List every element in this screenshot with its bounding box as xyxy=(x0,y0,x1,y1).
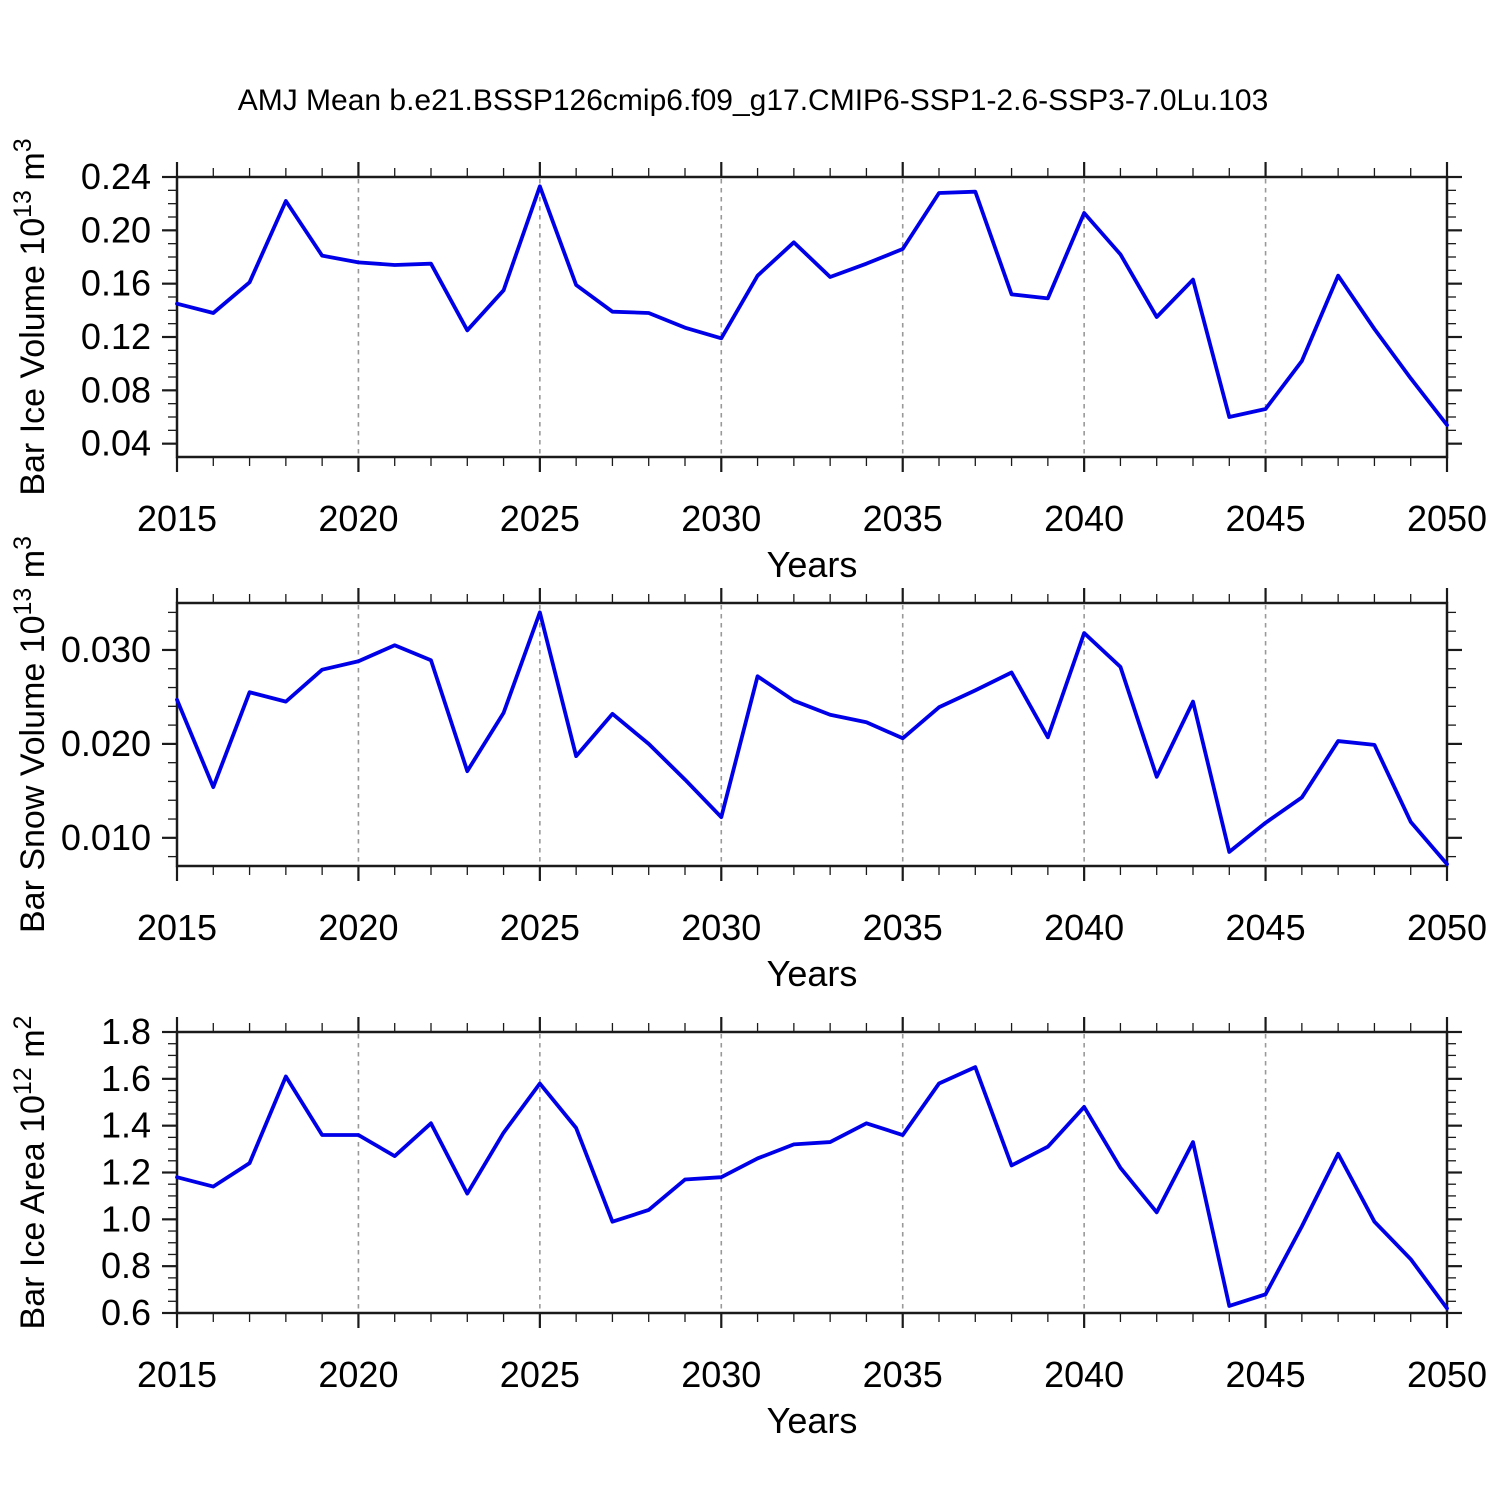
plot-border xyxy=(175,175,1449,459)
chart-bar-ice-area: 0.6 0.8 1.0 1.2 1.4 1.6 1.8 2015 2020 2025 2030 203… xyxy=(9,1011,1487,1395)
y-tick-label: 1.0 xyxy=(101,1198,151,1239)
x-tick-label: 2015 xyxy=(137,907,217,948)
plot-title: AMJ Mean b.e21.BSSP126cmip6.f09_g17.CMIP… xyxy=(238,84,1269,117)
y-tick-label: 0.08 xyxy=(81,369,151,410)
x-tick-label: 2025 xyxy=(500,907,580,948)
x-tick-label: 2050 xyxy=(1407,907,1487,948)
x-tick-label: 2040 xyxy=(1044,907,1124,948)
plot-border xyxy=(175,601,1449,868)
x-tick-label: 2035 xyxy=(863,1354,943,1395)
y-tick-label: 0.020 xyxy=(61,723,151,764)
y-tick-label: 1.2 xyxy=(101,1152,151,1193)
x-tick-label: 2045 xyxy=(1226,498,1306,539)
y-tick-label: 0.12 xyxy=(81,316,151,357)
x-tick-label: 2030 xyxy=(681,498,761,539)
data-line-bar-ice-volume xyxy=(175,184,1449,427)
x-tick-label: 2020 xyxy=(318,498,398,539)
y-tick-label: 1.6 xyxy=(101,1058,151,1099)
x-tick-label: 2040 xyxy=(1044,498,1124,539)
y-tick-label: 0.16 xyxy=(81,263,151,304)
x-tick-label: 2025 xyxy=(500,1354,580,1395)
x-axis-title-ice-area: Years xyxy=(767,1400,858,1441)
y-tick-label: 0.20 xyxy=(81,209,151,250)
x-tick-label: 2020 xyxy=(318,907,398,948)
y-tick-label: 0.04 xyxy=(81,423,151,464)
y-tick-label: 0.24 xyxy=(81,156,151,197)
x-tick-label: 2045 xyxy=(1226,907,1306,948)
y-tick-label: 1.4 xyxy=(101,1105,151,1146)
x-tick-label: 2035 xyxy=(863,498,943,539)
y-tick-label: 0.8 xyxy=(101,1245,151,1286)
x-tick-label: 2050 xyxy=(1407,498,1487,539)
chart-bar-snow-volume: 0.010 0.020 0.030 2015 2020 2025 2030 2035 2040 2… xyxy=(9,536,1487,948)
y-tick-label: 1.8 xyxy=(101,1011,151,1052)
y-axis-title-bar-snow-volume: Bar Snow Volume 1013 m3 xyxy=(9,536,52,933)
x-tick-label: 2035 xyxy=(863,907,943,948)
x-tick-label: 2030 xyxy=(681,1354,761,1395)
data-line-bar-ice-area xyxy=(175,1065,1449,1311)
x-tick-label: 2025 xyxy=(500,498,580,539)
x-tick-label: 2015 xyxy=(137,498,217,539)
x-tick-label: 2030 xyxy=(681,907,761,948)
x-tick-label: 2040 xyxy=(1044,1354,1124,1395)
charts-group: 0.04 0.08 0.12 0.16 0.20 0.24 2015 2020 2025 2030… xyxy=(9,138,1487,1395)
y-tick-label: 0.6 xyxy=(101,1292,151,1333)
data-line-bar-snow-volume xyxy=(175,610,1449,867)
x-tick-label: 2050 xyxy=(1407,1354,1487,1395)
y-axis-title-bar-ice-volume: Bar Ice Volume 1013 m3 xyxy=(9,138,52,495)
x-tick-label: 2020 xyxy=(318,1354,398,1395)
plot-border xyxy=(175,1030,1449,1315)
x-tick-label: 2045 xyxy=(1226,1354,1306,1395)
x-axis-title-ice-volume: Years xyxy=(767,544,858,585)
x-axis-title-snow-volume: Years xyxy=(767,953,858,994)
y-tick-label: 0.010 xyxy=(61,817,151,858)
chart-bar-ice-volume: 0.04 0.08 0.12 0.16 0.20 0.24 2015 2020 2025 2030… xyxy=(9,138,1487,539)
y-tick-label: 0.030 xyxy=(61,629,151,670)
y-axis-title-bar-ice-area: Bar Ice Area 1012 m2 xyxy=(9,1016,52,1330)
x-tick-label: 2015 xyxy=(137,1354,217,1395)
